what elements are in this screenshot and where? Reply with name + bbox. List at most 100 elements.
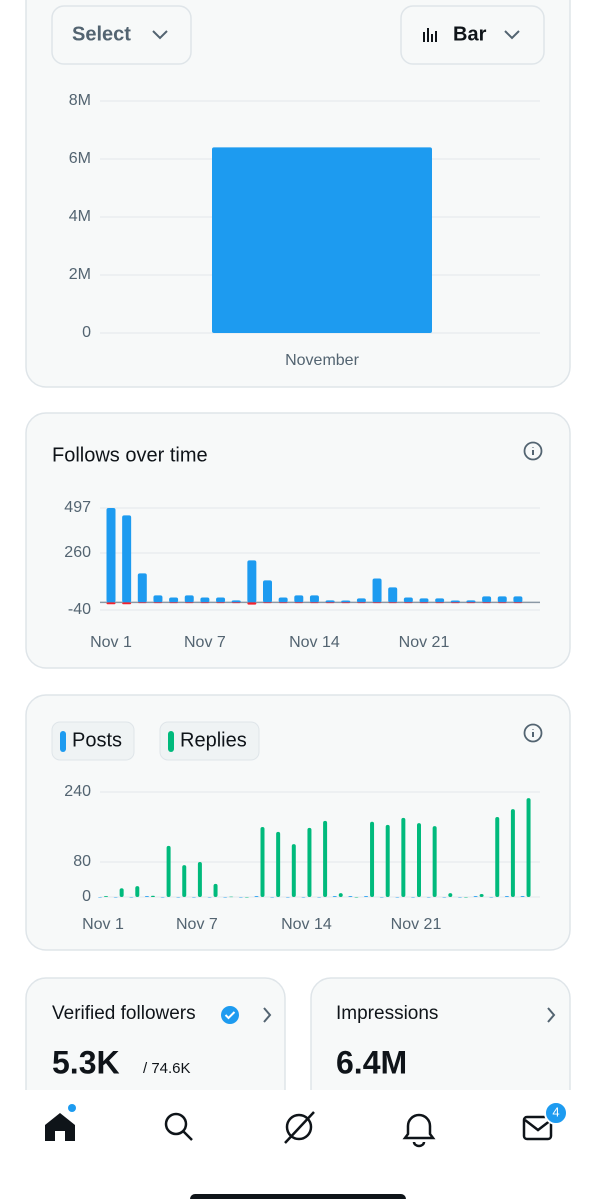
bar	[338, 893, 343, 897]
bar	[450, 600, 460, 603]
search-icon[interactable]	[164, 1112, 188, 1136]
bar	[495, 816, 500, 897]
bar	[332, 896, 337, 897]
bar	[317, 897, 322, 898]
bar	[356, 598, 366, 603]
y-tick-label: 8M	[69, 92, 91, 109]
x-tick-label: Nov 21	[399, 634, 450, 651]
bar	[463, 897, 468, 898]
bar	[137, 602, 147, 604]
bar	[276, 831, 281, 897]
y-tick-label: 2M	[69, 266, 91, 283]
bar	[231, 602, 241, 604]
bar	[379, 897, 384, 898]
bar	[106, 508, 116, 603]
x-tick-label: Nov 7	[184, 634, 226, 651]
select-label: Select	[72, 23, 131, 45]
bar	[229, 896, 234, 898]
card-title: Verified followers	[52, 1003, 196, 1024]
bar	[364, 896, 369, 897]
bar	[526, 798, 531, 897]
bar	[153, 602, 163, 604]
x-tick-label: Nov 21	[391, 916, 442, 933]
bar	[482, 602, 492, 604]
legend-swatch	[168, 731, 174, 752]
legend-label: Posts	[72, 729, 122, 751]
bar	[278, 597, 288, 603]
bar	[325, 602, 335, 604]
bar	[231, 600, 241, 603]
bar	[270, 897, 275, 898]
chart-type-button[interactable]	[400, 5, 545, 65]
bar	[435, 598, 445, 603]
bar	[426, 897, 431, 898]
x-tick-label: Nov 14	[289, 634, 340, 651]
bar	[307, 827, 312, 897]
y-tick-label: 4M	[69, 208, 91, 225]
badge	[544, 1101, 568, 1125]
bar	[473, 896, 478, 897]
bar	[497, 596, 507, 603]
card-value: 5.3K	[52, 1044, 120, 1080]
bar	[184, 595, 194, 603]
bar	[504, 896, 509, 897]
home-indicator	[190, 1194, 406, 1199]
y-tick-label: -40	[68, 601, 91, 618]
card-total: / 74.6K	[143, 1060, 191, 1077]
home-icon[interactable]	[45, 1113, 75, 1141]
y-tick-label: 80	[73, 853, 91, 870]
bar	[223, 897, 228, 898]
x-tick-label: November	[285, 352, 359, 369]
mail-icon[interactable]	[522, 1115, 553, 1141]
y-tick-label: 0	[82, 888, 91, 905]
info-icon[interactable]	[523, 441, 543, 461]
badge-count: 4	[552, 1104, 559, 1119]
bar	[104, 896, 108, 897]
bar	[432, 826, 437, 897]
bar	[182, 865, 187, 897]
info-icon[interactable]	[523, 723, 543, 743]
bar	[354, 897, 359, 898]
bar	[247, 560, 257, 603]
bar	[238, 897, 243, 898]
bar	[153, 595, 163, 603]
bar	[419, 598, 429, 603]
bar	[388, 587, 398, 603]
bar	[309, 595, 319, 603]
bell-icon[interactable]	[402, 1113, 436, 1148]
bar	[200, 597, 210, 603]
bar	[200, 602, 210, 604]
bar	[448, 893, 453, 897]
bar	[144, 896, 149, 897]
bar	[348, 896, 353, 897]
bar	[137, 573, 147, 603]
bar	[244, 897, 249, 898]
bar	[419, 602, 429, 604]
card	[25, 412, 571, 669]
bar	[520, 896, 525, 897]
x-tick-label: Nov 14	[281, 916, 332, 933]
bar	[176, 897, 181, 898]
bar	[466, 602, 476, 604]
bar	[457, 897, 462, 898]
bar	[372, 602, 382, 604]
verified-badge	[221, 1006, 239, 1024]
grok-icon[interactable]	[285, 1113, 313, 1141]
legend-label: Replies	[180, 729, 247, 751]
chart-type-label: Bar	[453, 23, 487, 45]
y-tick-label: 0	[82, 324, 91, 341]
bar	[356, 602, 366, 604]
bar	[435, 602, 445, 604]
y-tick-label: 6M	[69, 150, 91, 167]
chevron	[547, 1007, 556, 1023]
bar	[212, 147, 432, 333]
bar	[510, 809, 515, 897]
select-button[interactable]	[51, 5, 192, 65]
bar	[513, 596, 523, 603]
bar	[442, 897, 447, 898]
bar	[247, 602, 257, 605]
x-tick-label: Nov 1	[90, 634, 132, 651]
bar	[285, 897, 290, 898]
y-tick-label: 260	[64, 544, 91, 561]
